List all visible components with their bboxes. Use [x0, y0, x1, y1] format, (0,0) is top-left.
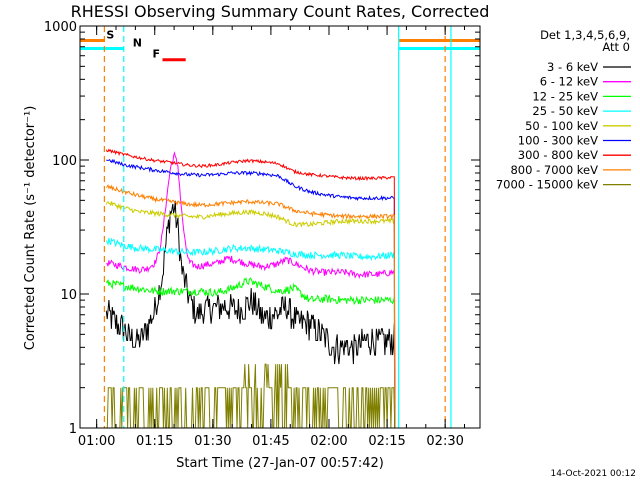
plot-frame	[79, 25, 481, 429]
x-axis: 01:00 01:15 01:30 01:45 02:00 02:15 02:30	[78, 26, 466, 449]
x-tick-label: 01:00	[78, 434, 115, 449]
marker-layer	[103, 26, 452, 428]
series-line	[105, 183, 396, 429]
y-tick-label: 10	[60, 288, 77, 303]
x-tick-label: 01:30	[194, 434, 231, 449]
legend-label: 50 - 100 keV	[525, 119, 598, 133]
y-tick-label: 1000	[44, 20, 77, 35]
series-line	[106, 151, 396, 429]
series-line	[105, 148, 396, 429]
series-line	[105, 200, 396, 429]
legend-header-line-2: Att 0	[602, 40, 630, 54]
legend-label: 12 - 25 keV	[532, 89, 598, 103]
series-line	[105, 201, 396, 429]
flag-layer: S NF	[80, 28, 480, 62]
x-tick-label: 02:15	[368, 434, 405, 449]
series-layer	[105, 148, 396, 429]
x-tick-label: 01:15	[136, 434, 173, 449]
legend-label: 3 - 6 keV	[547, 60, 598, 74]
x-axis-label: Start Time (27-Jan-07 00:57:42)	[176, 456, 384, 471]
series-line	[105, 237, 396, 429]
x-tick-label: 02:00	[310, 434, 347, 449]
legend-label: 25 - 50 keV	[532, 104, 598, 118]
legend-label: 300 - 800 keV	[518, 148, 598, 162]
y-tick-label: 1	[69, 422, 77, 437]
series-line	[105, 277, 396, 429]
y-tick-label: 100	[52, 154, 77, 169]
y-axis-label: Corrected Count Rate (s⁻¹ detector⁻¹)	[23, 106, 38, 351]
legend-header-line-1: Det 1,3,4,5,6,9,	[540, 28, 630, 42]
y-axis: 1 10 100 1000	[44, 20, 480, 437]
flag-label: N	[133, 36, 142, 49]
legend-label: 100 - 300 keV	[518, 134, 598, 148]
x-tick-label: 01:45	[252, 434, 289, 449]
legend-label: 800 - 7000 keV	[510, 163, 598, 177]
legend-label: 7000 - 15000 keV	[496, 178, 598, 192]
chart-title: RHESSI Observing Summary Count Rates, Co…	[71, 2, 490, 21]
flag-label: S	[106, 28, 114, 41]
timestamp: 14-Oct-2021 00:12	[551, 469, 636, 479]
legend-label: 6 - 12 keV	[540, 75, 598, 89]
series-line	[106, 158, 396, 429]
x-tick-label: 02:30	[426, 434, 463, 449]
flag-label: F	[152, 48, 160, 61]
